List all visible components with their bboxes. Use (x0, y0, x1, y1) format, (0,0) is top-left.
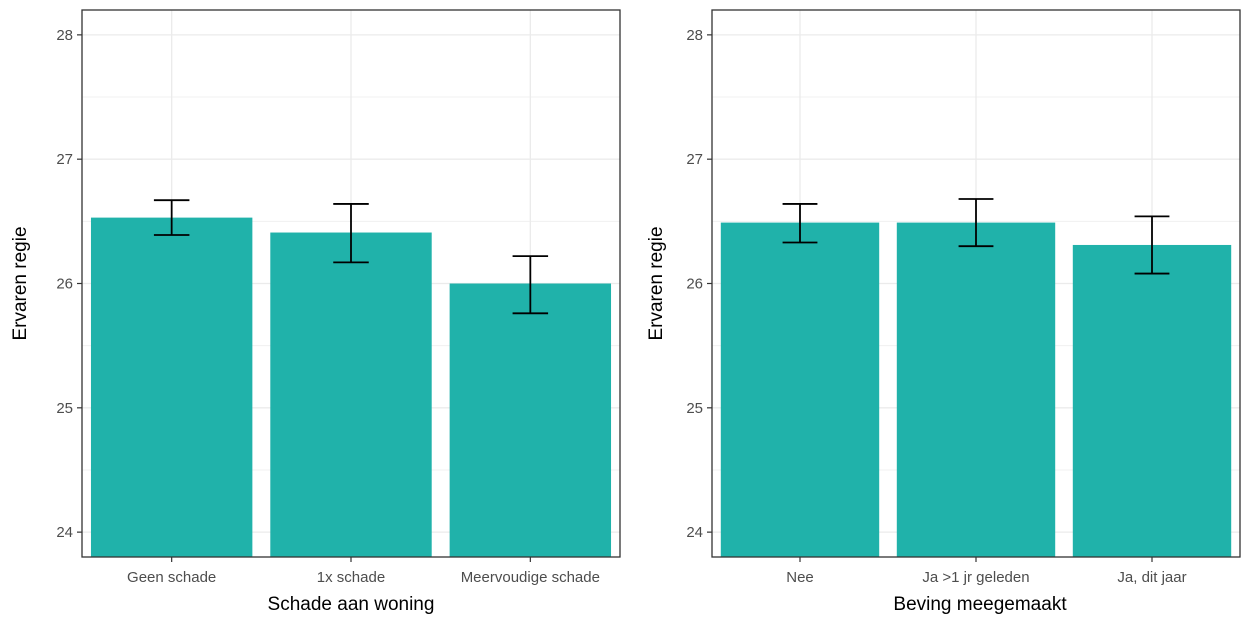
bar-2 (896, 222, 1056, 557)
error-bar-3 (1134, 215, 1170, 275)
bar-2 (270, 232, 432, 557)
x-tick-label: Geen schade (127, 569, 216, 586)
x-tick-label: Nee (786, 569, 814, 586)
x-tick-label: Ja >1 jr geleden (922, 569, 1029, 586)
y-tick-label: 27 (56, 151, 73, 168)
error-bar-3 (512, 255, 549, 315)
y-axis-title: Ervaren regie (10, 226, 31, 340)
x-tick-label: 1x schade (317, 569, 385, 586)
bar-1 (90, 217, 253, 557)
y-axis-title: Ervaren regie (646, 226, 667, 340)
y-tick-label: 25 (686, 400, 703, 417)
x-axis-title: Beving meegemaakt (893, 594, 1067, 615)
bar-3 (1072, 244, 1232, 557)
error-bar-1 (153, 199, 190, 236)
error-bar-2 (958, 198, 994, 248)
y-tick-label: 24 (56, 524, 73, 541)
x-tick-label: Meervoudige schade (461, 569, 600, 586)
y-tick-label: 28 (56, 27, 73, 44)
error-bar-1 (782, 203, 818, 244)
chart-panel-2: 24 25 26 27 28 Nee Ja >1 jr geleden Ja, dit jaa… (646, 9, 1241, 615)
error-bar-2 (333, 203, 369, 264)
bar-3 (449, 283, 612, 557)
x-axis-title: Schade aan woning (268, 594, 435, 615)
y-tick-label: 26 (56, 276, 73, 293)
y-tick-label: 26 (686, 276, 703, 293)
y-tick-label: 27 (686, 151, 703, 168)
y-tick-label: 28 (686, 27, 703, 44)
y-tick-label: 24 (686, 524, 703, 541)
chart-panel-1: 24 25 26 27 28 Geen schade 1x schade Meervoudig… (10, 9, 621, 615)
x-tick-label: Ja, dit jaar (1117, 569, 1186, 586)
bar-1 (720, 222, 880, 557)
y-tick-label: 25 (56, 400, 73, 417)
